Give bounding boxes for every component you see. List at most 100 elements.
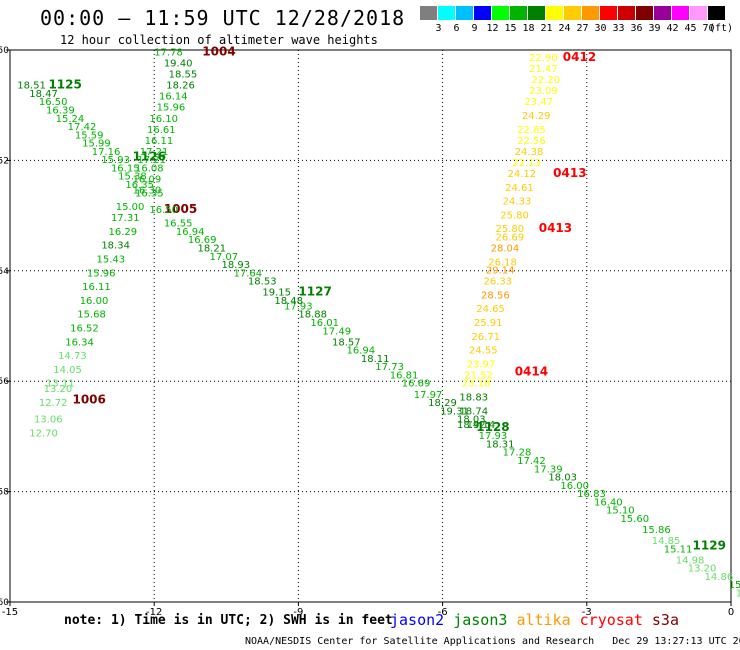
scale-label: 36	[630, 23, 643, 34]
wave-height-point: 16.00	[560, 481, 589, 492]
wave-height-point: 19.15	[262, 288, 291, 299]
wave-height-point: 15.68	[77, 310, 106, 321]
wave-height-point: 18.83	[459, 393, 488, 404]
wave-height-point: 15.75	[729, 580, 740, 591]
wave-height-point: 16.52	[70, 324, 99, 335]
scale-swatch	[618, 6, 635, 20]
scale-swatch	[582, 6, 599, 20]
wave-height-point: 18.21	[197, 243, 226, 254]
wave-height-point: 18.57	[332, 337, 361, 348]
wave-height-point: 18.11	[361, 354, 390, 365]
track-time-label: 0414	[515, 365, 548, 379]
wave-height-point: 16.55	[164, 219, 193, 230]
wave-height-point: 15.10	[606, 506, 635, 517]
scale-swatch	[600, 6, 617, 20]
scale-label: 21	[540, 23, 553, 34]
y-tick-label: -50	[0, 46, 9, 56]
units-label: (ft)	[709, 23, 734, 34]
wave-height-point: 16.50	[39, 97, 68, 108]
wave-height-point: 23.47	[524, 97, 553, 108]
wave-height-point: 15.59	[75, 130, 104, 141]
wave-height-point: 17.64	[234, 268, 263, 279]
chart-title: 00:00 – 11:59 UTC 12/28/2018	[40, 6, 406, 30]
wave-height-point: 17.21	[137, 155, 166, 166]
satellite-legend-jason2: jason2	[390, 611, 454, 629]
wave-height-point: 22.20	[532, 75, 561, 86]
wave-height-point: 18.26	[166, 81, 195, 92]
wave-height-point: 15.38	[118, 172, 147, 183]
wave-height-point: 17.42	[68, 122, 97, 133]
wave-height-point: 15.86	[642, 525, 671, 536]
scale-swatch	[528, 6, 545, 20]
wave-height-point: 16.34	[65, 337, 94, 348]
wave-height-point: 23.97	[467, 359, 496, 370]
wave-height-point: 15.11	[664, 544, 693, 555]
track-time-label: 1129	[693, 539, 726, 553]
track-time-label: 1128	[476, 420, 509, 434]
wave-height-point: 17.07	[209, 252, 238, 263]
wave-height-point: 28.56	[481, 290, 510, 301]
scale-label: 70	[702, 23, 715, 34]
track-time-label: 0413	[553, 166, 586, 180]
wave-height-point: 14.86	[705, 572, 734, 583]
scale-label: 39	[648, 23, 661, 34]
wave-height-point: 18.42	[457, 420, 486, 431]
wave-height-point: 22.13	[512, 158, 541, 169]
wave-height-point: 16.50	[149, 205, 178, 216]
x-tick-label: -9	[293, 607, 303, 618]
wave-height-point: 25.91	[474, 318, 503, 329]
wave-height-point: 18.51	[17, 81, 46, 92]
satellite-legend-altika: altika	[516, 611, 580, 629]
wave-height-point: 17.42	[517, 456, 546, 467]
wave-height-point: 16.08	[135, 163, 164, 174]
track-time-label: 1126	[133, 149, 166, 163]
scale-swatch	[690, 6, 707, 20]
wave-height-point: 22.85	[517, 125, 546, 136]
wave-height-point: 13.06	[34, 415, 63, 426]
note-text: note: 1) Time is in UTC; 2) SWH is in fe…	[64, 613, 393, 628]
wave-height-point: 18.88	[298, 310, 327, 321]
wave-height-point: 22.90	[529, 53, 558, 64]
scale-label: 45	[684, 23, 697, 34]
wave-height-point: 13.20	[688, 564, 717, 575]
scale-label: 15	[504, 23, 517, 34]
wave-height-point: 17.97	[414, 390, 443, 401]
scale-swatch	[510, 6, 527, 20]
wave-height-point: 18.47	[29, 89, 58, 100]
x-tick-label: -3	[582, 607, 592, 618]
y-tick-label: -52	[0, 156, 9, 166]
y-tick-label: -60	[0, 598, 9, 608]
wave-height-point: 16.94	[176, 227, 205, 238]
track-time-label: 0413	[539, 221, 572, 235]
scale-label: 9	[471, 23, 478, 34]
scale-swatch	[492, 6, 509, 20]
wave-height-point: 18.48	[274, 296, 303, 307]
wave-height-point: 15.99	[82, 139, 111, 150]
wave-height-point: 12.70	[29, 428, 58, 439]
wave-height-point: 24.29	[522, 111, 551, 122]
scale-label: 18	[522, 23, 535, 34]
wave-height-point: 17.73	[375, 362, 404, 373]
wave-height-point: 18.53	[248, 277, 277, 288]
wave-height-point: 19.40	[164, 59, 193, 70]
wave-height-point: 14.05	[53, 365, 82, 376]
wave-height-point: 16.29	[109, 227, 138, 238]
scale-swatch	[474, 6, 491, 20]
wave-height-point: 16.14	[159, 92, 188, 103]
wave-height-point: 16.11	[82, 282, 111, 293]
wave-height-point: 16.30	[133, 186, 162, 197]
wave-height-point: 24.33	[503, 197, 532, 208]
scale-label: 3	[435, 23, 442, 34]
wave-height-point: 15.96	[87, 268, 116, 279]
wave-height-point: 18.34	[101, 241, 130, 252]
track-time-label: 0412	[563, 50, 596, 64]
wave-height-point: 28.04	[491, 243, 520, 254]
wave-height-point: 24.12	[507, 169, 536, 180]
wave-height-point: 25.80	[495, 224, 524, 235]
scale-swatch	[654, 6, 671, 20]
track-time-label: 1005	[164, 202, 197, 216]
footer-credit: NOAA/NESDIS Center for Satellite Applica…	[245, 636, 740, 647]
scale-label: 12	[486, 23, 499, 34]
wave-height-point: 15.96	[157, 103, 186, 114]
y-tick-label: -58	[0, 488, 9, 498]
